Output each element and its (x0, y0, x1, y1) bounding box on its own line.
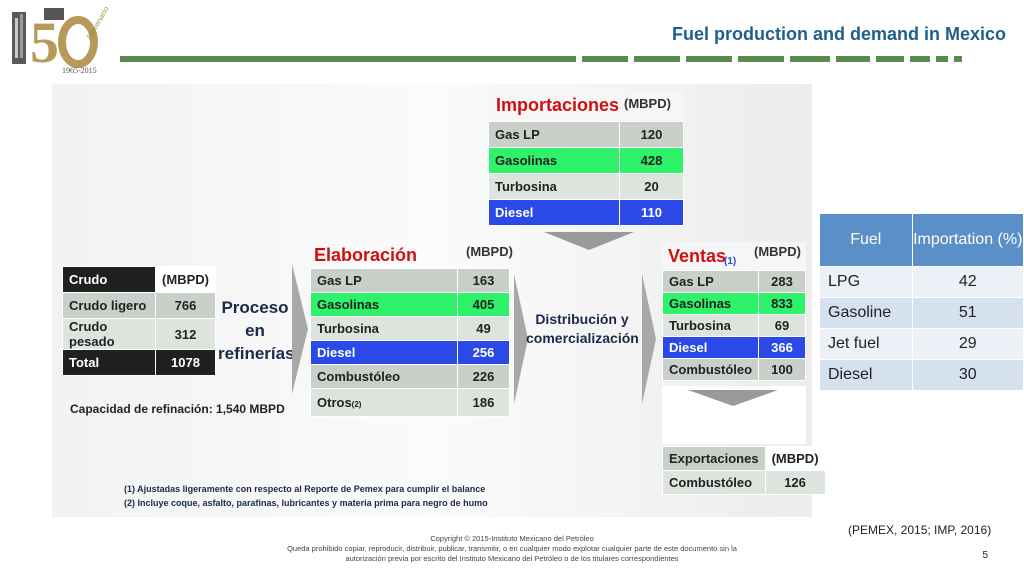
svg-text:5: 5 (30, 10, 59, 75)
refining-flow-diagram: Importaciones (MBPD) Gas LP 120 Gasolinas… (52, 84, 826, 517)
page-number: 5 (982, 550, 988, 561)
ventas-heading: Ventas (1) (MBPD) (662, 242, 806, 270)
crudo-table: Crudo (MBPD) Crudo ligero 766 Crudo pesado… (62, 266, 216, 376)
table-row: LPG 42 (820, 265, 1024, 297)
refining-capacity: Capacidad de refinación: 1,540 MBPD (70, 402, 285, 416)
import-down-arrow (544, 232, 634, 250)
footnote-1: (1) Ajustadas ligeramente con respecto a… (124, 484, 486, 494)
table-row: Gasoline 51 (820, 296, 1024, 328)
ventas-table: Gas LP 283 Gasolinas 833 Turbosina 69 Diese… (661, 270, 806, 381)
header-fuel: Fuel (820, 214, 913, 266)
imp-50-anniversary-logo: 5 Aniversario 1965-2015 (8, 4, 118, 76)
importaciones-heading: Importaciones (MBPD) (488, 90, 684, 120)
right-arrow-2 (514, 274, 528, 404)
fuel-importation-table: Fuel Importation (%) LPG 42 Gasoline 51 Je… (820, 214, 1024, 390)
ventas-down-arrow (688, 390, 778, 406)
table-row: Diesel 30 (820, 358, 1024, 390)
table-row: Jet fuel 29 (820, 327, 1024, 359)
footnote-2: (2) Incluye coque, asfalto, parafinas, l… (124, 498, 488, 508)
elaboracion-heading: Elaboración (MBPD) (314, 244, 513, 265)
elaboracion-table: Gas LP 163 Gasolinas 405 Turbosina 49 Diese… (310, 268, 510, 417)
header-divider (120, 56, 1004, 62)
page-title: Fuel production and demand in Mexico (671, 24, 1006, 44)
source-citation: (PEMEX, 2015; IMP, 2016) (848, 523, 992, 537)
footnotes: (1) Ajustadas ligeramente con respecto a… (124, 482, 488, 510)
logo-years-text: 1965-2015 (62, 66, 97, 75)
copyright-footer: Copyright © 2015-Instituto Mexicano del … (287, 534, 737, 563)
right-arrow-3 (642, 274, 656, 404)
right-arrow-1 (292, 264, 308, 394)
proceso-refinerias-label: Proceso en refinerías (218, 298, 295, 363)
header-importation: Importation (%) (912, 214, 1024, 266)
exportaciones-table: Exportaciones (MBPD) Combustóleo 126 (662, 446, 826, 495)
distribucion-label: Distribución y comercialización (526, 311, 639, 346)
importaciones-table: Gas LP 120 Gasolinas 428 Turbosina 20 Diese… (488, 121, 684, 226)
